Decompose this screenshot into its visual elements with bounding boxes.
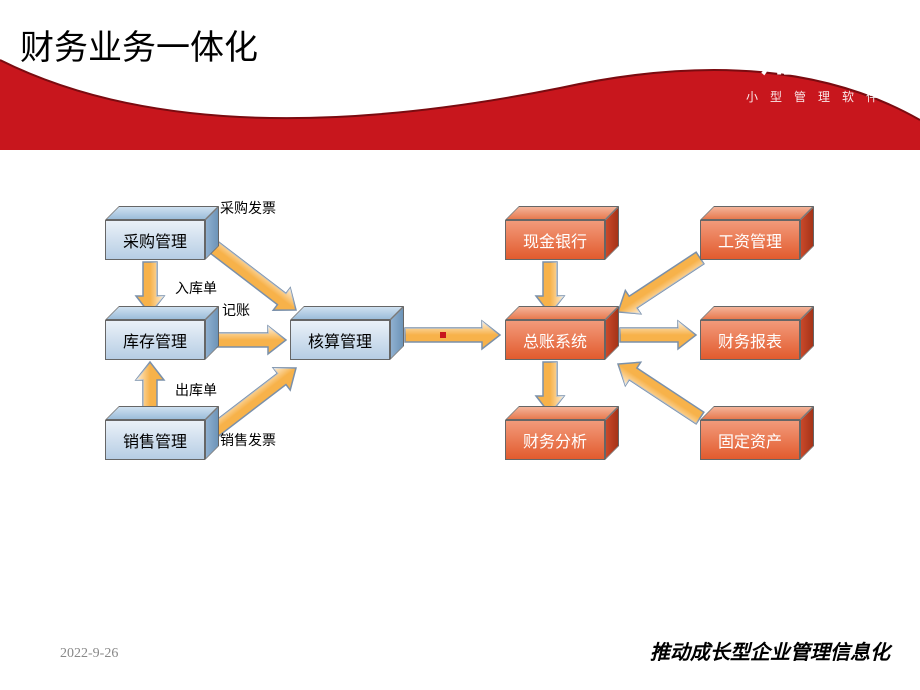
edge-label: 销售发票: [220, 430, 276, 450]
node-top: [700, 406, 814, 420]
node-caigou: 采购管理: [105, 220, 205, 260]
node-top: [505, 306, 619, 320]
node-face: 财务报表: [700, 320, 800, 360]
edge-label: 采购发票: [220, 198, 276, 218]
arrow: [620, 321, 696, 349]
brand-logo: 用友通 小型管理软件: [746, 30, 890, 105]
node-gongzi: 工资管理: [700, 220, 800, 260]
node-face: 销售管理: [105, 420, 205, 460]
arrow: [610, 352, 707, 429]
node-guding: 固定资产: [700, 420, 800, 460]
center-marker: [440, 332, 446, 338]
edge-label: 入库单: [175, 278, 217, 298]
brand-logo-sub: 小型管理软件: [746, 88, 890, 105]
edge-label: 记账: [222, 300, 250, 320]
edge-label: 出库单: [175, 380, 217, 400]
node-top: [105, 406, 219, 420]
node-top: [105, 306, 219, 320]
node-face: 固定资产: [700, 420, 800, 460]
arrow: [610, 246, 707, 323]
node-face: 库存管理: [105, 320, 205, 360]
node-face: 工资管理: [700, 220, 800, 260]
footer-tagline: 推动成长型企业管理信息化: [650, 636, 890, 665]
node-top: [505, 406, 619, 420]
node-face: 核算管理: [290, 320, 390, 360]
brand-logo-main: 用友通: [746, 30, 890, 82]
node-top: [700, 206, 814, 220]
arrow: [208, 326, 286, 354]
node-face: 总账系统: [505, 320, 605, 360]
node-zongzhang: 总账系统: [505, 320, 605, 360]
node-top: [700, 306, 814, 320]
node-top: [505, 206, 619, 220]
node-kucun: 库存管理: [105, 320, 205, 360]
arrow: [405, 321, 500, 349]
arrow: [206, 357, 304, 441]
node-top: [105, 206, 219, 220]
node-face: 财务分析: [505, 420, 605, 460]
node-xianjin: 现金银行: [505, 220, 605, 260]
page-title: 财务业务一体化: [20, 20, 258, 69]
node-fenxi: 财务分析: [505, 420, 605, 460]
node-face: 现金银行: [505, 220, 605, 260]
footer-date: 2022-9-26: [60, 646, 118, 662]
node-hesuan: 核算管理: [290, 320, 390, 360]
node-top: [290, 306, 404, 320]
node-xiaoshou: 销售管理: [105, 420, 205, 460]
node-face: 采购管理: [105, 220, 205, 260]
node-caiwubb: 财务报表: [700, 320, 800, 360]
